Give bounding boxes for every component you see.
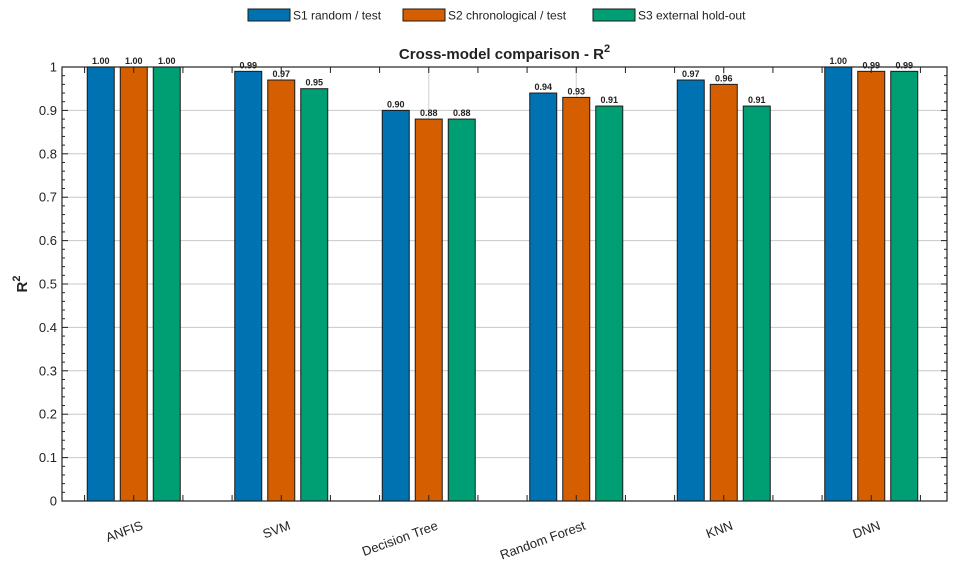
- bar: [709, 83, 738, 502]
- axis-ticks: [62, 66, 947, 502]
- bar-value-label: 0.99: [895, 60, 913, 70]
- bar-value-label: 0.95: [305, 78, 323, 88]
- legend-label: S1 random / test: [293, 9, 382, 23]
- bar-value-label: 1.00: [92, 56, 110, 66]
- legend-swatch: [402, 8, 446, 22]
- y-tick-label: 0.4: [39, 320, 57, 335]
- legend: S1 random / test S2 chronological / test S…: [247, 8, 746, 23]
- bar: [742, 105, 771, 502]
- bar-value-label: 0.97: [272, 69, 290, 79]
- bar-value-label: 0.96: [715, 73, 733, 83]
- x-tick-labels: ANFIS SVM Decision Tree Random Forest KNN DNN: [104, 518, 883, 563]
- bar-value-label: 0.91: [600, 95, 618, 105]
- bar: [562, 96, 591, 502]
- bar: [595, 105, 624, 502]
- gridlines: [62, 67, 947, 501]
- bar: [86, 66, 115, 502]
- bar-value-label: 0.94: [534, 82, 552, 92]
- bar: [824, 66, 853, 502]
- bar: [300, 88, 329, 502]
- legend-swatch: [247, 8, 291, 22]
- bar-value-label: 0.99: [862, 60, 880, 70]
- x-tick-label: ANFIS: [104, 518, 145, 545]
- bar: [234, 70, 263, 502]
- y-tick-label: 0.8: [39, 146, 57, 161]
- y-tick-labels: 0 0.1 0.2 0.3 0.4 0.5 0.6 0.7 0.8 0.9 1: [39, 60, 57, 509]
- bar-value-label: 1.00: [158, 56, 176, 66]
- x-tick-label: Random Forest: [498, 518, 588, 563]
- y-tick-label: 0.2: [39, 407, 57, 422]
- bar-value-label: 0.97: [682, 69, 700, 79]
- y-tick-label: 0.6: [39, 233, 57, 248]
- bar-value-label: 0.90: [387, 99, 405, 109]
- value-labels: 1.00 0.99 0.90 0.94 0.97 1.00 1.00 0.97 0.88 0.93…: [92, 56, 913, 118]
- x-tick-label: SVM: [261, 518, 293, 542]
- y-tick-label: 0: [50, 494, 57, 509]
- bar: [529, 92, 558, 502]
- bars: [86, 66, 919, 502]
- legend-swatch: [592, 8, 636, 22]
- bar-value-label: 0.93: [567, 86, 585, 96]
- bar: [267, 79, 296, 502]
- y-tick-label: 0.3: [39, 363, 57, 378]
- y-tick-label: 0.1: [39, 450, 57, 465]
- bar-value-label: 0.88: [453, 108, 471, 118]
- bar-value-label: 1.00: [125, 56, 143, 66]
- y-tick-label: 0.9: [39, 103, 57, 118]
- bar: [857, 70, 886, 502]
- y-tick-label: 1: [50, 60, 57, 75]
- bar-value-label: 1.00: [829, 56, 847, 66]
- bar: [890, 70, 919, 502]
- chart-title: Cross-model comparison - R2: [399, 43, 610, 63]
- bar-value-label: 0.91: [748, 95, 766, 105]
- y-tick-label: 0.5: [39, 277, 57, 292]
- bar-value-label: 0.99: [239, 60, 257, 70]
- bar: [414, 118, 443, 502]
- y-axis-label: R2: [11, 276, 31, 293]
- bar: [119, 66, 148, 502]
- x-tick-label: KNN: [704, 518, 735, 541]
- y-tick-label: 0.7: [39, 190, 57, 205]
- x-tick-label: Decision Tree: [360, 518, 440, 559]
- x-tick-label: DNN: [851, 518, 883, 542]
- bar-value-label: 0.88: [420, 108, 438, 118]
- bar: [152, 66, 181, 502]
- legend-label: S2 chronological / test: [448, 9, 567, 23]
- bar: [447, 118, 476, 502]
- legend-label: S3 external hold-out: [638, 9, 746, 23]
- bar: [381, 109, 410, 502]
- bar: [676, 79, 705, 502]
